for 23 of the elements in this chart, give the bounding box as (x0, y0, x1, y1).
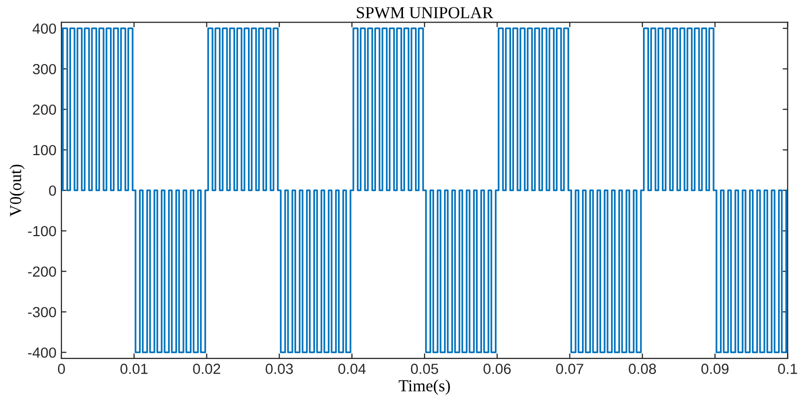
y-tick-label: 400 (32, 23, 56, 34)
x-tick-label: 0.09 (701, 364, 729, 374)
y-axis-title: V0(out) (10, 164, 25, 217)
y-tick-label: -200 (28, 266, 56, 277)
x-tick-label: 0.04 (338, 364, 366, 374)
x-tick-label: 0 (58, 364, 65, 374)
x-tick-label: 0.05 (410, 364, 438, 374)
y-tick-label: 200 (32, 104, 56, 115)
x-tick-label: 0.06 (484, 364, 511, 374)
y-tick-label: 100 (33, 144, 56, 156)
y-tick-label: -400 (28, 347, 56, 358)
y-tick-label: -100 (28, 226, 56, 236)
chart-title: SPWM UNIPOLAR (356, 7, 494, 18)
x-axis-title: Time(s) (398, 380, 450, 395)
x-tick-label: 0.08 (628, 364, 656, 374)
x-tick-label: 0.1 (778, 364, 798, 374)
y-tick-label: 0 (49, 185, 56, 196)
x-tick-label: 0.01 (120, 364, 148, 374)
y-tick-label: -300 (28, 306, 56, 318)
x-tick-label: 0.07 (556, 364, 584, 374)
x-tick-label: 0.02 (193, 364, 220, 374)
x-tick-label: 0.03 (266, 364, 293, 374)
y-tick-label: 300 (32, 64, 56, 74)
